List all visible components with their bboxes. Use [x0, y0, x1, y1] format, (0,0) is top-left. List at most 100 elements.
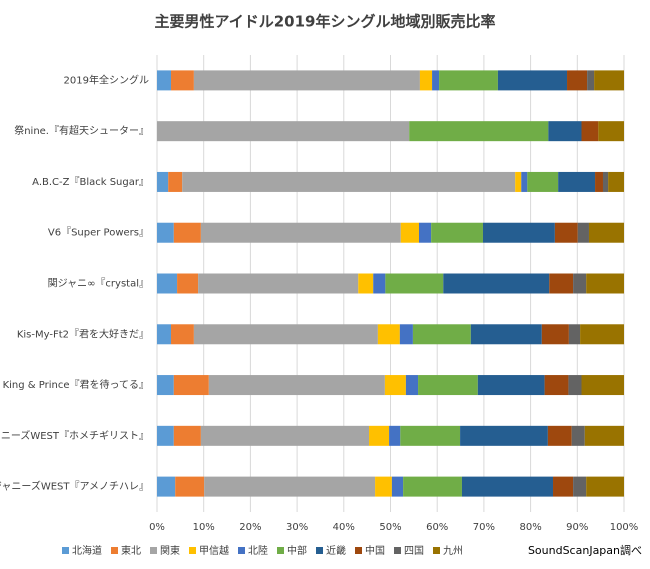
bar-segment [497, 70, 568, 91]
bar-segment [568, 375, 582, 396]
x-tick-label: 50% [379, 522, 401, 533]
bar-segment [385, 273, 444, 294]
bar-segment [358, 273, 374, 294]
x-tick-label: 90% [566, 522, 588, 533]
bar-segment [521, 171, 528, 192]
bar-segment [193, 70, 420, 91]
bar-segment [602, 171, 609, 192]
bar-segment [477, 375, 545, 396]
bar-segment [405, 375, 419, 396]
bar-segment [568, 324, 581, 345]
legend-swatch [150, 547, 157, 554]
bar-segment [527, 171, 559, 192]
bar-segment [171, 70, 194, 91]
bar-segment [412, 324, 471, 345]
y-tick-label: V6『Super Powers』 [48, 227, 149, 239]
bar-segment [200, 425, 370, 446]
bar-segment [157, 375, 174, 396]
legend-swatch [433, 547, 440, 554]
bar-segment [567, 70, 588, 91]
x-tick-label: 70% [473, 522, 495, 533]
bar-segment [157, 425, 174, 446]
bar-segment [173, 222, 201, 243]
legend-swatch [238, 547, 245, 554]
bar-segment [470, 324, 542, 345]
y-tick-label: 関ジャニ∞『crystal』 [48, 278, 149, 290]
bar-segment [157, 222, 174, 243]
bar-segment [586, 273, 624, 294]
y-tick-label: 2019年全シングル [64, 73, 149, 86]
x-tick-label: 10% [193, 522, 215, 533]
bar-segment [157, 273, 178, 294]
bar-segment [594, 70, 624, 91]
bar-segment [581, 121, 599, 142]
bar-segment [419, 70, 433, 91]
bar-segment [391, 476, 404, 497]
bar-segment [461, 476, 554, 497]
bar-segment [573, 273, 587, 294]
bar-segment [171, 324, 194, 345]
legend-label: 北海道 [72, 544, 102, 557]
legend-label: 東北 [121, 544, 141, 557]
bar-segment [173, 375, 209, 396]
bar-segment [198, 273, 359, 294]
x-tick-label: 60% [426, 522, 448, 533]
legend-label: 四国 [404, 545, 424, 557]
y-tick-label: A.B.C-Z『Black Sugar』 [32, 176, 149, 188]
bar-segment [544, 375, 569, 396]
bar-segment [573, 476, 587, 497]
bar-segment [157, 476, 176, 497]
bar-segment [608, 171, 624, 192]
x-tick-label: 40% [333, 522, 355, 533]
bar-segment [400, 222, 419, 243]
bar-segment [418, 222, 432, 243]
legend-swatch [277, 547, 284, 554]
bar-segment [369, 425, 390, 446]
bar-segment [377, 324, 400, 345]
bar-segment [443, 273, 550, 294]
bar-segment [389, 425, 401, 446]
bar-segment [432, 70, 440, 91]
bar-segment [373, 273, 386, 294]
bar-segment [581, 375, 624, 396]
legend-label: 近畿 [326, 544, 346, 557]
x-tick-label: 0% [149, 522, 165, 533]
bar-segment [549, 273, 574, 294]
y-tick-label: 祭nine.『有超天シューター』 [14, 124, 149, 137]
bar-segment [541, 324, 569, 345]
bar-segment [175, 476, 205, 497]
legend-label: 北陸 [248, 544, 268, 557]
bar-segment [177, 273, 199, 294]
bar-segment [204, 476, 376, 497]
y-tick-label: ジャニーズWEST『ホメチギリスト』 [0, 429, 149, 442]
bar-segment [577, 222, 589, 243]
chart-title: 主要男性アイドル2019年シングル地域別販売比率 [154, 13, 495, 31]
bar-segment [588, 222, 624, 243]
bar-segment [157, 324, 172, 345]
y-tick-label: Kis-My-Ft2『君を大好きだ』 [17, 327, 149, 340]
bar-segment [558, 171, 596, 192]
bar-segment [554, 222, 578, 243]
bar-segment [584, 425, 624, 446]
legend-label: 九州 [443, 545, 463, 557]
source-note: SoundScanJapan調べ [528, 543, 642, 557]
bar-segment [595, 171, 603, 192]
y-tick-label: ジャニーズWEST『アメノチハレ』 [0, 480, 149, 493]
bar-segment [571, 425, 585, 446]
bar-segment [168, 171, 183, 192]
bar-segment [548, 121, 582, 142]
x-tick-label: 20% [239, 522, 261, 533]
bar-segment [400, 425, 461, 446]
bar-segment [200, 222, 401, 243]
legend-label: 甲信越 [199, 544, 229, 557]
x-tick-label: 30% [286, 522, 308, 533]
bar-segment [208, 375, 385, 396]
legend-label: 中部 [287, 544, 307, 557]
bar-segment [193, 324, 378, 345]
bar-segment [586, 476, 624, 497]
legend-swatch [111, 547, 118, 554]
bar-segment [553, 476, 574, 497]
bar-segment [598, 121, 624, 142]
bar-segment [384, 375, 406, 396]
